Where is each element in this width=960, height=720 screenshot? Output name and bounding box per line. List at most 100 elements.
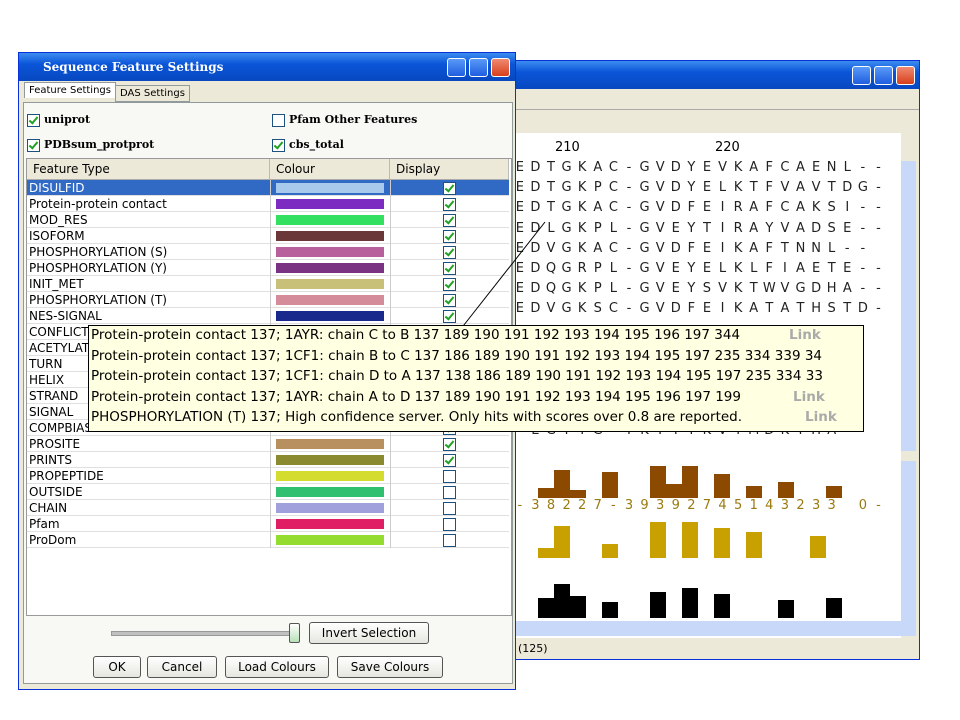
colour-swatch[interactable]	[276, 535, 384, 545]
cell-divider	[270, 228, 271, 244]
display-checkbox[interactable]	[443, 262, 456, 275]
cell-divider	[390, 484, 391, 500]
display-checkbox[interactable]	[443, 310, 456, 323]
display-checkbox[interactable]	[443, 454, 456, 467]
invert-selection-button[interactable]: Invert Selection	[309, 622, 429, 644]
display-checkbox[interactable]	[443, 230, 456, 243]
table-row[interactable]: MOD_RES	[27, 212, 509, 228]
residue: V	[718, 281, 727, 297]
feature-name: COMPBIAS	[29, 421, 93, 435]
residue: E	[811, 261, 821, 276]
residue: 1	[749, 498, 758, 513]
dialog-button[interactable]: Cancel	[147, 656, 217, 678]
dialog-button[interactable]: OK	[93, 656, 141, 678]
slider-thumb[interactable]	[289, 623, 300, 643]
maximize-button[interactable]	[874, 66, 893, 85]
tab[interactable]: Feature Settings	[24, 82, 116, 98]
colour-swatch[interactable]	[276, 215, 384, 225]
close-button[interactable]	[896, 66, 915, 85]
slider-track	[111, 631, 297, 636]
residue: V	[655, 301, 665, 317]
display-checkbox[interactable]	[443, 294, 456, 307]
colour-swatch[interactable]	[276, 231, 384, 241]
table-row[interactable]: PHOSPHORYLATION (Y)	[27, 260, 509, 276]
residue: D	[530, 160, 541, 175]
display-checkbox[interactable]	[443, 214, 456, 227]
table-row[interactable]: PHOSPHORYLATION (T)	[27, 292, 509, 308]
residue: F	[765, 160, 774, 175]
colour-swatch[interactable]	[276, 311, 384, 321]
display-checkbox[interactable]	[443, 486, 456, 499]
checkbox[interactable]	[27, 138, 40, 152]
residue: E	[515, 180, 524, 196]
colour-swatch[interactable]	[276, 455, 384, 465]
display-checkbox[interactable]	[443, 438, 456, 451]
table-row[interactable]: DISULFID	[27, 180, 509, 196]
checkbox[interactable]	[27, 113, 40, 127]
display-checkbox[interactable]	[443, 278, 456, 291]
table-row[interactable]: Protein-protein contact	[27, 196, 509, 212]
display-checkbox[interactable]	[443, 534, 456, 547]
colour-swatch[interactable]	[276, 487, 384, 497]
table-row[interactable]: Pfam	[27, 516, 509, 532]
table-row[interactable]: PHOSPHORYLATION (S)	[27, 244, 509, 260]
residue: V	[655, 180, 665, 196]
link-label: Link	[801, 409, 837, 426]
colour-swatch[interactable]	[276, 199, 384, 209]
source-option: uniprot	[27, 113, 90, 127]
residue: A	[749, 220, 759, 236]
dialog-button[interactable]: Save Colours	[337, 656, 443, 678]
tab[interactable]: DAS Settings	[115, 85, 190, 102]
source-label: uniprot	[44, 113, 91, 126]
colour-swatch[interactable]	[276, 471, 384, 481]
checkbox[interactable]	[272, 113, 285, 127]
residue: A	[749, 160, 759, 175]
table-row[interactable]: ISOFORM	[27, 228, 509, 244]
colour-swatch[interactable]	[276, 183, 384, 193]
table-row[interactable]: OUTSIDE	[27, 484, 509, 500]
table-row[interactable]: PROSITE	[27, 436, 509, 452]
display-checkbox[interactable]	[443, 518, 456, 531]
colour-swatch[interactable]	[276, 247, 384, 257]
cell-divider	[390, 436, 391, 452]
colour-swatch[interactable]	[276, 503, 384, 513]
colour-swatch[interactable]	[276, 263, 384, 273]
ruler-label: 220	[715, 140, 740, 155]
annotation-histograms	[538, 466, 842, 618]
residue: E	[515, 281, 524, 297]
maximize-button[interactable]	[469, 58, 488, 77]
display-checkbox[interactable]	[443, 502, 456, 515]
table-row[interactable]: INIT_MET	[27, 276, 509, 292]
minimize-button[interactable]	[447, 58, 466, 77]
histogram	[538, 466, 842, 498]
colour-swatch[interactable]	[276, 519, 384, 529]
tooltip: Protein-protein contact 137; 1AYR: chain…	[88, 325, 864, 432]
dialog-button[interactable]: Load Colours	[225, 656, 329, 678]
cell-divider	[390, 260, 391, 276]
checkbox[interactable]	[272, 138, 285, 152]
display-checkbox[interactable]	[443, 182, 456, 195]
cell-divider	[390, 228, 391, 244]
close-button[interactable]	[491, 58, 510, 77]
display-checkbox[interactable]	[443, 246, 456, 259]
residue: E	[702, 160, 712, 175]
feature-name: TURN	[29, 357, 63, 371]
colour-swatch[interactable]	[276, 295, 384, 305]
residue: E	[702, 261, 712, 276]
feature-name: Pfam	[29, 517, 60, 531]
table-row[interactable]: NES-SIGNAL	[27, 308, 509, 324]
residue: 9	[640, 498, 649, 513]
table-row[interactable]: CHAIN	[27, 500, 509, 516]
minimize-button[interactable]	[852, 66, 871, 85]
residue: A	[749, 240, 759, 256]
table-row[interactable]: PROPEPTIDE	[27, 468, 509, 484]
display-checkbox[interactable]	[443, 198, 456, 211]
colour-swatch[interactable]	[276, 279, 384, 289]
display-checkbox[interactable]	[443, 470, 456, 483]
colour-swatch[interactable]	[276, 439, 384, 449]
table-row[interactable]: PRINTS	[27, 452, 509, 468]
table-row[interactable]: ProDom	[27, 532, 509, 548]
feature-name: NES-SIGNAL	[29, 309, 102, 323]
